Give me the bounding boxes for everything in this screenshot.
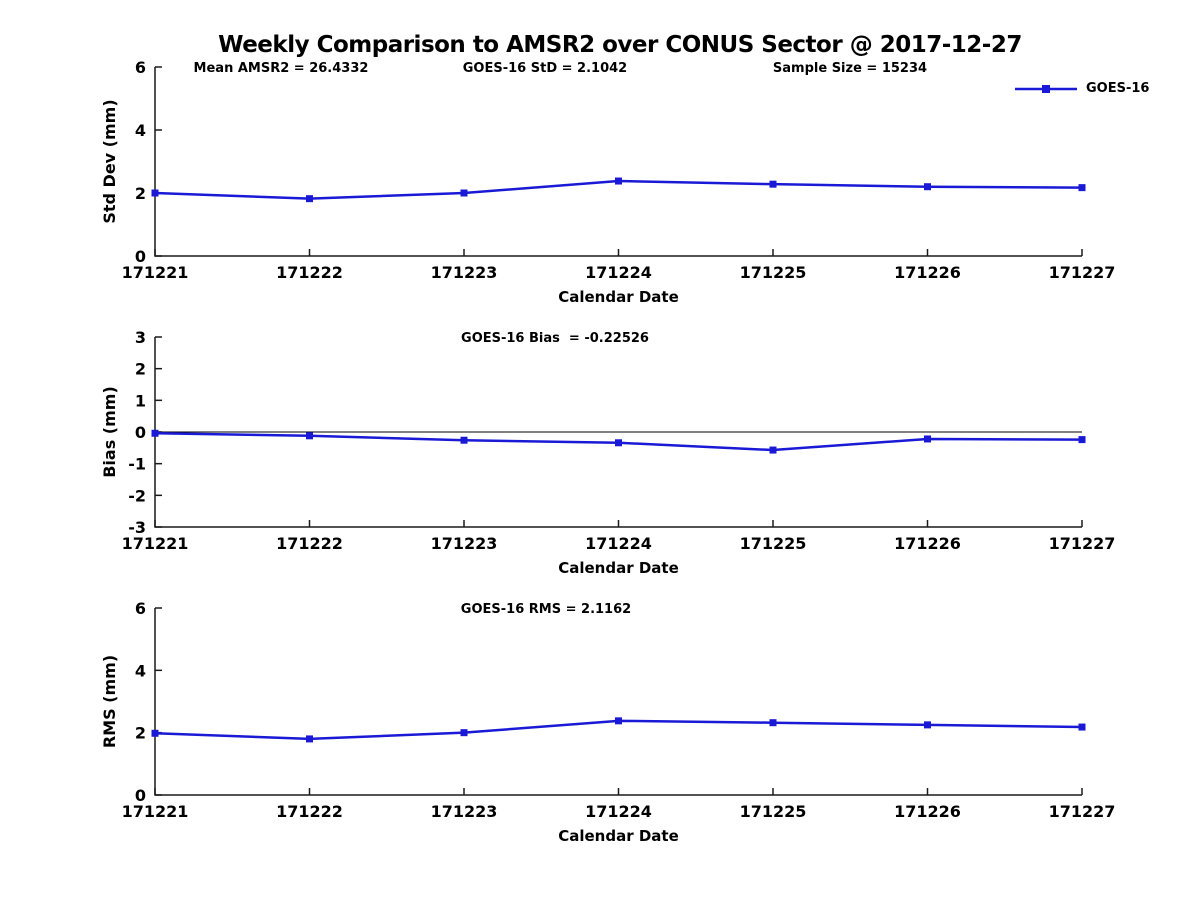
x-tick-label: 171225 bbox=[740, 263, 807, 282]
y-tick-label: 2 bbox=[135, 724, 146, 743]
subplot-bias-panel: -3 -2 -1 0 1 2 3 171221 171222 171223 171224 171225… bbox=[100, 328, 1115, 577]
x-tick-label: 171225 bbox=[740, 802, 807, 821]
y-tick-label: -2 bbox=[128, 486, 146, 505]
panel-annotation: Sample Size = 15234 bbox=[773, 61, 927, 76]
x-tick-label: 171224 bbox=[585, 802, 652, 821]
axis-lines bbox=[154, 67, 1082, 257]
panel-annotation: GOES-16 Bias = -0.22526 bbox=[461, 331, 649, 346]
legend-line-marker-icon bbox=[1015, 84, 1077, 93]
y-tick-label: 0 bbox=[135, 423, 146, 442]
y-tick-label: 4 bbox=[135, 121, 146, 140]
x-axis-title: Calendar Date bbox=[558, 288, 679, 306]
x-tick-label: 171221 bbox=[122, 802, 189, 821]
data-point-marker bbox=[769, 180, 777, 188]
y-tick-label: 4 bbox=[135, 661, 146, 680]
x-tick-label: 171226 bbox=[894, 263, 961, 282]
data-point-marker bbox=[460, 436, 468, 444]
panel-annotation: Mean AMSR2 = 26.4332 bbox=[194, 61, 369, 76]
x-tick-label: 171227 bbox=[1049, 534, 1116, 553]
data-point-marker bbox=[1078, 184, 1086, 192]
x-tick-label: 171222 bbox=[276, 263, 343, 282]
x-tick-label: 171223 bbox=[431, 263, 498, 282]
axis-lines bbox=[154, 608, 1082, 796]
data-point-marker bbox=[924, 435, 931, 443]
legend-label: GOES-16 bbox=[1086, 81, 1150, 96]
data-point-marker bbox=[306, 195, 313, 203]
data-point-marker bbox=[151, 729, 159, 737]
x-tick-label: 171226 bbox=[894, 534, 961, 553]
panel-annotation: GOES-16 RMS = 2.1162 bbox=[461, 602, 631, 617]
data-point-marker bbox=[460, 189, 468, 197]
legend: GOES-16 bbox=[1014, 81, 1149, 96]
x-axis-title: Calendar Date bbox=[558, 827, 679, 845]
data-point-marker bbox=[306, 432, 313, 440]
x-tick-label: 171224 bbox=[585, 263, 652, 282]
data-point-marker bbox=[924, 183, 931, 191]
data-point-marker bbox=[769, 446, 777, 454]
y-tick-label: 0 bbox=[135, 786, 146, 805]
x-tick-label: 171225 bbox=[740, 534, 807, 553]
x-axis-title: Calendar Date bbox=[558, 559, 679, 577]
data-point-marker bbox=[151, 429, 159, 437]
x-tick-label: 171223 bbox=[431, 534, 498, 553]
y-tick-label: 1 bbox=[135, 391, 146, 410]
x-tick-label: 171222 bbox=[276, 802, 343, 821]
data-point-marker bbox=[615, 439, 622, 447]
x-tick-label: 171223 bbox=[431, 802, 498, 821]
y-tick-label: 0 bbox=[135, 247, 146, 266]
y-tick-label: -1 bbox=[128, 455, 146, 474]
data-point-marker bbox=[769, 719, 777, 727]
x-tick-label: 171221 bbox=[122, 534, 189, 553]
data-point-marker bbox=[1078, 723, 1086, 731]
y-tick-label: 6 bbox=[135, 599, 146, 618]
data-point-marker bbox=[306, 735, 313, 743]
y-tick-label: 3 bbox=[135, 328, 146, 347]
chart-title: Weekly Comparison to AMSR2 over CONUS Se… bbox=[218, 32, 1022, 58]
y-axis-title: RMS (mm) bbox=[100, 655, 119, 748]
x-tick-label: 171221 bbox=[122, 263, 189, 282]
x-tick-label: 171222 bbox=[276, 534, 343, 553]
y-tick-label: 2 bbox=[135, 184, 146, 203]
subplot-std-dev-panel: 0 2 4 6 171221 171222 171223 171224 171225 171226… bbox=[100, 58, 1115, 306]
subplot-rms-panel: 0 2 4 6 171221 171222 171223 171224 171225 171226… bbox=[100, 599, 1115, 845]
x-tick-label: 171224 bbox=[585, 534, 652, 553]
x-tick-label: 171227 bbox=[1049, 263, 1116, 282]
data-point-marker bbox=[924, 721, 931, 729]
data-point-marker bbox=[615, 717, 622, 725]
data-point-marker bbox=[151, 189, 159, 197]
data-point-marker bbox=[460, 729, 468, 737]
y-tick-label: 6 bbox=[135, 58, 146, 77]
y-axis-title: Std Dev (mm) bbox=[100, 99, 119, 223]
data-point-marker bbox=[1078, 436, 1086, 444]
panel-annotation: GOES-16 StD = 2.1042 bbox=[463, 61, 627, 76]
x-tick-label: 171227 bbox=[1049, 802, 1116, 821]
y-axis-title: Bias (mm) bbox=[100, 386, 119, 478]
y-tick-label: -3 bbox=[128, 518, 146, 537]
x-tick-label: 171226 bbox=[894, 802, 961, 821]
y-tick-label: 2 bbox=[135, 360, 146, 379]
data-point-marker bbox=[615, 177, 622, 185]
